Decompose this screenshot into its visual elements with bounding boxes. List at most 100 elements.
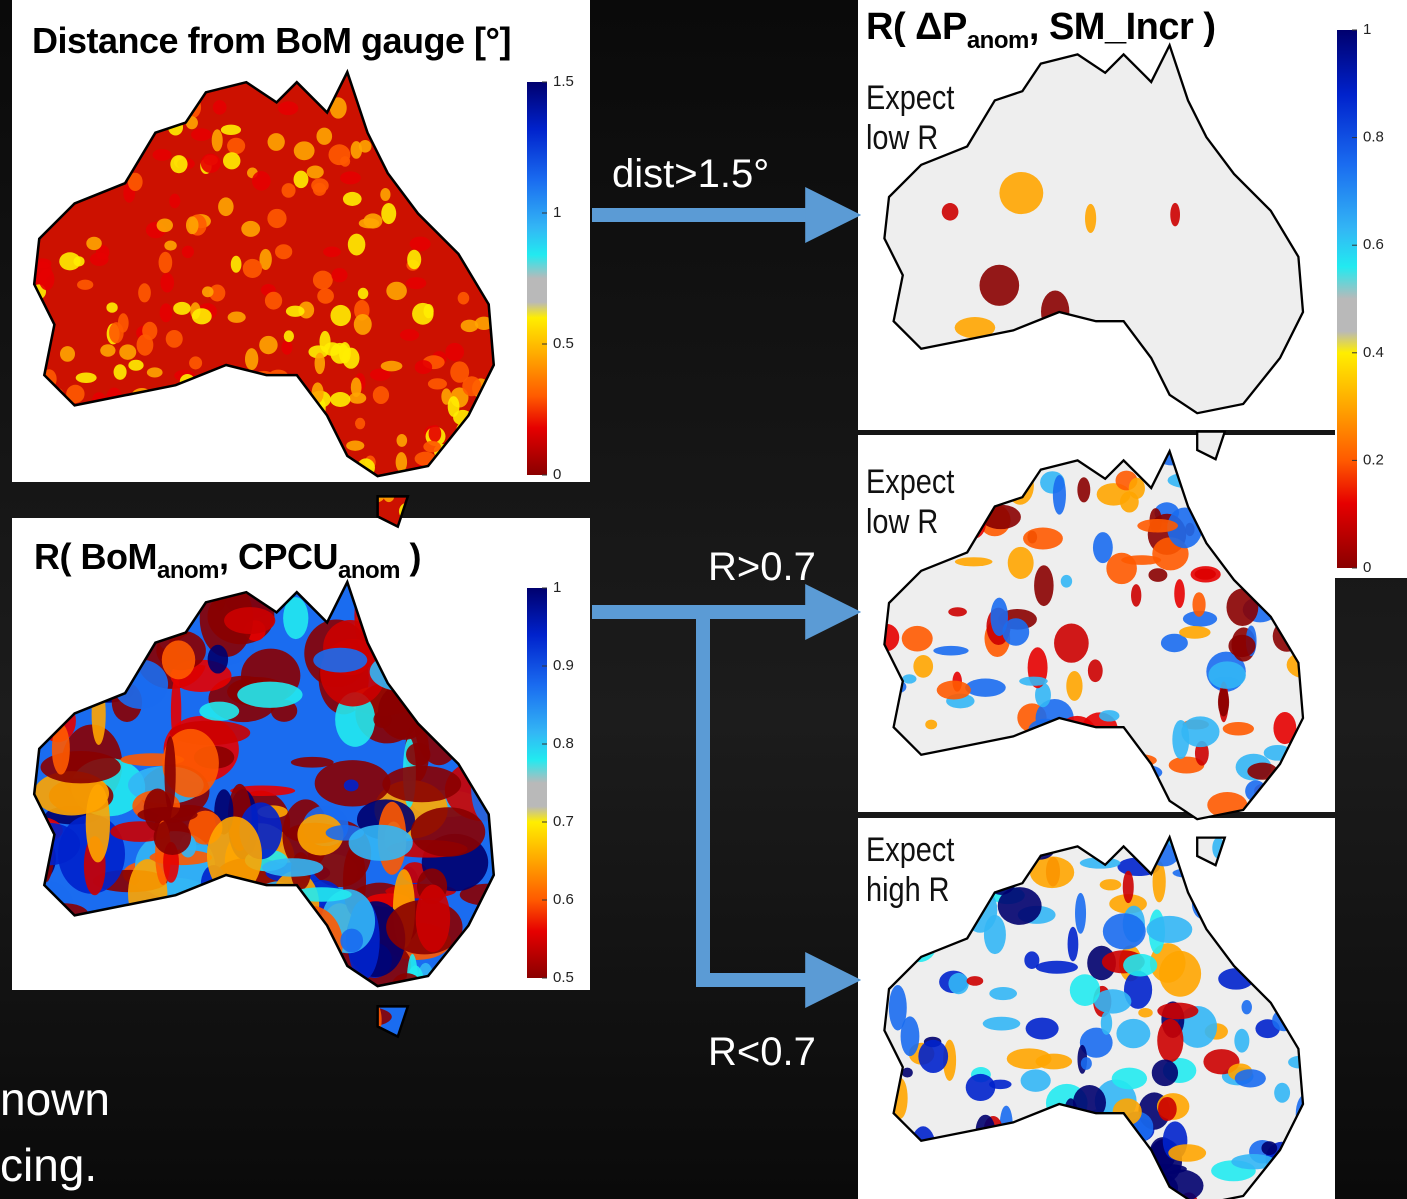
shade-patch <box>340 171 361 184</box>
shade-patch <box>1053 475 1066 515</box>
shade-patch <box>323 246 341 257</box>
shade-patch <box>109 322 124 343</box>
shade-patch <box>358 288 368 299</box>
shade-patch <box>1120 491 1139 512</box>
shade-patch <box>284 330 294 342</box>
shade-patch <box>1148 568 1167 582</box>
colorbar <box>1337 30 1357 568</box>
shade-patch <box>1112 1068 1147 1090</box>
shade-patch <box>199 702 239 721</box>
shade-patch <box>189 356 202 369</box>
shade-patch <box>106 302 117 312</box>
shade-patch <box>77 280 93 290</box>
shade-patch <box>265 292 282 310</box>
shade-patch <box>268 133 285 151</box>
shade-patch <box>381 203 396 224</box>
shade-patch <box>202 286 214 297</box>
shade-patch <box>1024 951 1039 969</box>
shade-patch <box>966 1074 996 1101</box>
shade-patch <box>400 329 419 341</box>
shade-patch <box>1023 527 1063 549</box>
shade-patch <box>154 819 192 855</box>
shade-patch <box>1085 204 1096 233</box>
arrow-label: dist>1.5° <box>612 152 769 197</box>
shade-patch <box>315 353 325 374</box>
shade-patch <box>1054 623 1089 662</box>
shade-patch <box>382 766 461 803</box>
shade-patch <box>1157 1019 1183 1062</box>
shade-patch <box>965 679 1006 697</box>
shade-patch <box>128 360 143 371</box>
shade-patch <box>105 999 180 1043</box>
shade-patch <box>17 492 37 511</box>
shade-patch <box>346 440 364 450</box>
shade-patch <box>164 736 175 812</box>
shade-patch <box>902 674 916 683</box>
shade-patch <box>1192 592 1205 617</box>
shade-patch <box>294 141 315 160</box>
panel-title: R( ΔPanom, SM_Incr ) <box>866 6 1215 55</box>
shade-patch <box>330 392 350 407</box>
shade-patch <box>942 203 959 221</box>
shade-patch <box>218 197 233 216</box>
shade-patch <box>293 490 307 500</box>
map-note: Expectlow R <box>866 78 954 158</box>
shade-patch <box>437 1016 491 1030</box>
shade-patch <box>1068 927 1079 962</box>
shade-patch <box>114 364 127 380</box>
shade-patch <box>407 250 421 269</box>
shade-patch <box>359 218 379 228</box>
shade-patch <box>76 373 97 384</box>
shade-patch <box>948 607 967 616</box>
colorbar <box>527 588 547 978</box>
shade-patch <box>477 498 488 516</box>
shade-patch <box>983 1017 1021 1031</box>
shade-patch <box>445 343 464 361</box>
shade-patch <box>933 646 968 656</box>
shade-patch <box>1088 659 1103 682</box>
shade-patch <box>1106 553 1137 584</box>
shade-patch <box>1034 565 1054 606</box>
shade-patch <box>1075 893 1086 934</box>
shade-patch <box>461 320 479 333</box>
colorbar-tick-label: 1 <box>553 204 561 221</box>
shade-patch <box>86 237 102 250</box>
shade-patch <box>169 194 180 209</box>
shade-patch <box>416 885 451 953</box>
shade-patch <box>410 237 431 252</box>
shade-patch <box>223 152 240 169</box>
shade-patch <box>396 452 407 472</box>
shade-patch <box>313 183 326 196</box>
shade-patch <box>359 140 372 153</box>
shade-patch <box>142 322 157 340</box>
shade-patch <box>1070 974 1100 1006</box>
shade-patch <box>331 268 347 282</box>
shade-patch <box>173 302 191 315</box>
shade-patch <box>282 183 296 198</box>
shade-patch <box>1093 532 1113 563</box>
shade-patch <box>275 244 292 259</box>
colorbar-tick-label: 0.5 <box>553 335 574 352</box>
shade-patch <box>286 306 305 317</box>
shade-patch <box>1146 916 1192 943</box>
shade-patch <box>237 682 302 708</box>
shade-patch <box>340 156 350 167</box>
shade-patch <box>1036 961 1078 974</box>
slide: 1.510.5010.90.80.70.60.510.80.60.40.20 D… <box>0 0 1407 1199</box>
shade-patch <box>1077 477 1090 502</box>
colorbar-tick-label: 0 <box>553 466 561 483</box>
shade-patch <box>355 418 365 429</box>
shade-patch <box>349 499 369 517</box>
shade-patch <box>351 377 362 397</box>
shade-patch <box>241 221 260 237</box>
colorbar-tick-label: 0.7 <box>553 813 574 830</box>
shade-patch <box>245 348 258 370</box>
shade-patch <box>1019 677 1048 686</box>
map-note: Expecthigh R <box>866 830 954 910</box>
shade-patch <box>458 292 470 305</box>
shade-patch <box>186 216 199 234</box>
shade-patch <box>180 999 230 1047</box>
shade-patch <box>1234 1029 1249 1053</box>
shade-patch <box>74 256 85 266</box>
colorbar-tick-label: 0.9 <box>553 657 574 674</box>
